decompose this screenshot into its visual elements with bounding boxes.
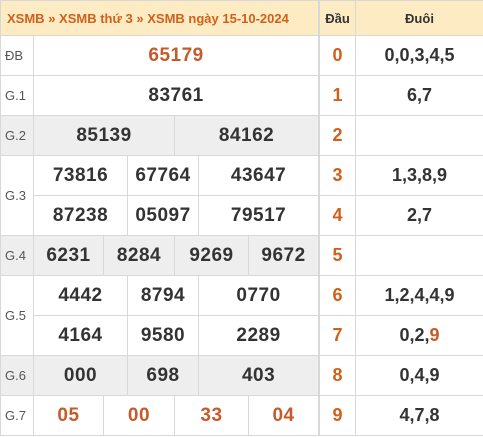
breadcrumb-xsmb-thu3[interactable]: XSMB thứ 3 [59, 10, 133, 26]
loto-row: 7 0,2,9 [319, 315, 483, 356]
loto-head: 0 [319, 35, 356, 76]
loto-tail [355, 115, 483, 156]
prize-number: 698 [127, 355, 199, 396]
breadcrumb-separator: » [48, 10, 56, 26]
prize-number: 85139 [33, 115, 175, 156]
prize-row-g5: 4164 9580 2289 [1, 315, 320, 356]
loto-row: 5 [319, 235, 483, 276]
breadcrumb: XSMB » XSMB thứ 3 » XSMB ngày 15-10-2024 [0, 0, 320, 36]
prize-number: 33 [174, 395, 249, 436]
head-column-title: Đầu [319, 0, 356, 36]
loto-tail-text: 0,2, [399, 325, 430, 345]
loto-row: 4 2,7 [319, 195, 483, 236]
loto-tail [355, 235, 483, 276]
prize-number: 8284 [103, 235, 175, 276]
prize-number: 05 [33, 395, 104, 436]
prize-number: 9672 [247, 235, 320, 276]
prize-number: 4164 [33, 315, 128, 356]
loto-tail: 2,7 [355, 195, 483, 236]
loto-header-row: Đầu Đuôi [319, 0, 483, 36]
loto-tail: 1,3,8,9 [355, 155, 483, 196]
prize-number: 9580 [127, 315, 199, 356]
prize-label: G.2 [0, 115, 34, 156]
results-header-row: XSMB » XSMB thứ 3 » XSMB ngày 15-10-2024 [0, 0, 320, 36]
prize-number: 43647 [197, 155, 320, 196]
prize-number: 9269 [174, 235, 249, 276]
tail-column-title: Đuôi [355, 0, 483, 36]
results-table: XSMB » XSMB thứ 3 » XSMB ngày 15-10-2024… [0, 0, 320, 436]
loto-table: Đầu Đuôi 0 0,0,3,4,5 1 6,7 2 3 1,3,8,9 4… [319, 0, 483, 436]
prize-label: ĐB [0, 35, 34, 76]
prize-row-g3: G.3 73816 67764 43647 [0, 155, 320, 236]
prize-number: 05097 [127, 195, 199, 236]
prize-number: 87238 [33, 195, 128, 236]
breadcrumb-xsmb[interactable]: XSMB [7, 10, 45, 26]
loto-tail-highlight: 9 [429, 325, 440, 345]
prize-number: 403 [197, 355, 320, 396]
prize-row-g7: G.7 05 00 33 04 [0, 395, 320, 436]
prize-row-g1: G.1 83761 [0, 75, 320, 116]
prize-number: 0770 [197, 275, 320, 316]
loto-head: 3 [319, 155, 356, 196]
prize-number: 00 [103, 395, 175, 436]
loto-tail: 0,4,9 [355, 355, 483, 396]
loto-head: 2 [319, 115, 356, 156]
prize-row-g2: G.2 85139 84162 [0, 115, 320, 156]
prize-number: 04 [247, 395, 320, 436]
prize-number: 79517 [197, 195, 320, 236]
prize-number: 83761 [32, 75, 320, 116]
loto-row: 9 4,7,8 [319, 395, 483, 436]
prize-label: G.4 [0, 235, 34, 276]
prize-number: 73816 [33, 155, 128, 196]
prize-number: 000 [33, 355, 128, 396]
loto-row: 3 1,3,8,9 [319, 155, 483, 196]
prize-row-g4: G.4 6231 8284 9269 9672 [0, 235, 320, 276]
prize-row-g5: G.5 4442 8794 0770 [0, 275, 320, 356]
loto-row: 8 0,4,9 [319, 355, 483, 396]
prize-number: 2289 [197, 315, 320, 356]
prize-label: G.7 [0, 395, 34, 436]
prize-number: 8794 [127, 275, 199, 316]
prize-number: 4442 [33, 275, 128, 316]
special-prize-number: 65179 [32, 35, 320, 76]
prize-number: 6231 [33, 235, 104, 276]
prize-number: 67764 [127, 155, 199, 196]
loto-tail: 6,7 [355, 75, 483, 116]
loto-tail: 0,2,9 [355, 315, 483, 356]
loto-row: 2 [319, 115, 483, 156]
loto-tail: 0,0,3,4,5 [355, 35, 483, 76]
loto-row: 0 0,0,3,4,5 [319, 35, 483, 76]
prize-label: G.6 [0, 355, 34, 396]
loto-head: 5 [319, 235, 356, 276]
loto-row: 1 6,7 [319, 75, 483, 116]
prize-row-g6: G.6 000 698 403 [0, 355, 320, 396]
loto-tail: 4,7,8 [355, 395, 483, 436]
prize-row-g3: 87238 05097 79517 [1, 195, 320, 236]
prize-label: G.1 [0, 75, 34, 116]
loto-head: 4 [319, 195, 356, 236]
breadcrumb-separator: » [136, 10, 144, 26]
breadcrumb-date[interactable]: XSMB ngày 15-10-2024 [147, 10, 289, 26]
prize-label: G.5 [0, 275, 34, 356]
loto-row: 6 1,2,4,4,9 [319, 275, 483, 316]
loto-head: 8 [319, 355, 356, 396]
loto-head: 9 [319, 395, 356, 436]
loto-head: 6 [319, 275, 356, 316]
loto-head: 1 [319, 75, 356, 116]
loto-head: 7 [319, 315, 356, 356]
prize-number: 84162 [173, 115, 320, 156]
loto-tail: 1,2,4,4,9 [355, 275, 483, 316]
prize-label: G.3 [0, 155, 34, 236]
prize-row-db: ĐB 65179 [0, 35, 320, 76]
